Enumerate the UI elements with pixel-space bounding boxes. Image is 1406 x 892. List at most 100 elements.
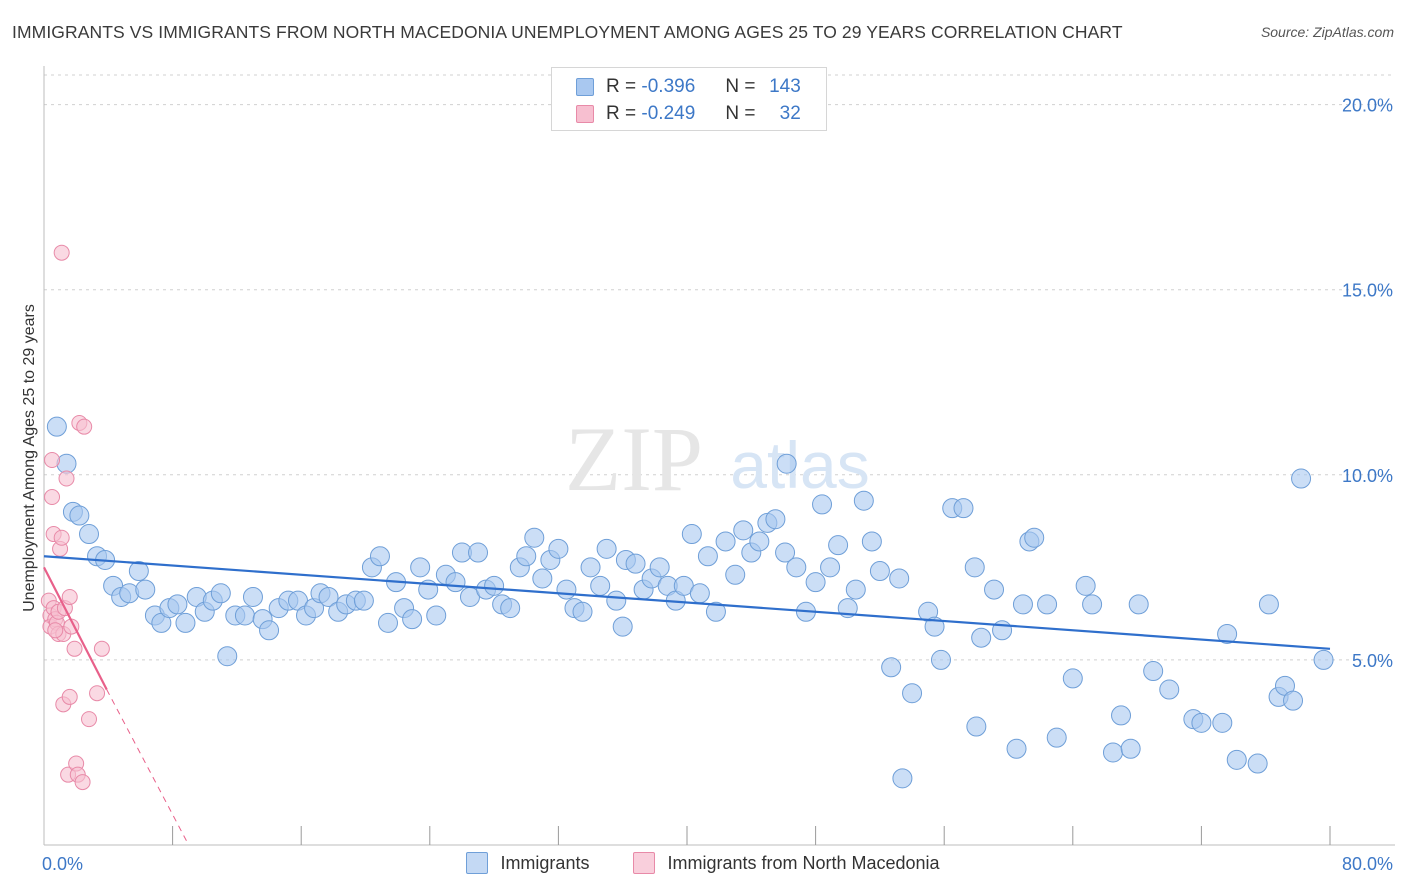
legend-n-value: 143 [769,76,801,97]
legend-r-label: R = [606,103,637,124]
immigrants-point [1128,594,1149,615]
immigrants-point [1012,594,1033,615]
immigrants-point [369,546,390,567]
immigrants-point [217,646,238,667]
immigrants-point [556,579,577,600]
data-points [40,244,1334,791]
immigrants-point [1062,668,1083,689]
immigrants-point [69,505,90,526]
y-tick-label: 5.0% [1352,651,1393,671]
immigrants-point [210,583,231,604]
immigrants-point [1247,753,1268,774]
immigrants-point [681,524,702,545]
immigrants-point [1120,738,1141,759]
immigrants-point [1102,742,1123,763]
legend-row-immigrants: R = -0.396 N = 143 [576,76,801,98]
immigrants-point [606,590,627,611]
immigrants-point [1143,661,1164,682]
immigrants-point [524,527,545,548]
immigrants-point [532,568,553,589]
immigrants-point [402,609,423,630]
north-macedonia-point [61,588,78,605]
series-swatch-blue [466,852,489,874]
immigrants-point [410,557,431,578]
series-legend-immigrants[interactable]: Immigrants [466,852,589,874]
immigrants-point [953,498,974,519]
watermark-zip: ZIP [565,408,703,510]
series-legend: Immigrants Immigrants from North Macedon… [0,852,1406,874]
north-macedonia-point [53,529,70,546]
north-macedonia-point [47,622,64,639]
legend-n-label: N = [725,103,756,124]
immigrants-point [861,531,882,552]
immigrants-point [1075,575,1096,596]
immigrants-point [733,520,754,541]
north-macedonia-trend-line [43,566,108,691]
immigrants-point [353,590,374,611]
series-swatch-pink [633,852,656,874]
axes [43,66,1395,846]
immigrants-point [1258,594,1279,615]
north-macedonia-point [81,711,98,728]
immigrants-point [1024,527,1045,548]
immigrants-point [426,605,447,626]
immigrants-point [1191,712,1212,733]
legend-r-value: -0.396 [641,76,696,97]
immigrants-point [749,531,770,552]
immigrants-point [1006,738,1027,759]
x-tick-label: 80.0% [1342,854,1393,874]
chart-title: IMMIGRANTS VS IMMIGRANTS FROM NORTH MACE… [12,22,1123,42]
immigrants-point [881,657,902,678]
immigrants-point [234,605,255,626]
immigrants-point [445,572,466,593]
immigrants-point [902,683,923,704]
immigrants-point [167,594,188,615]
immigrants-point [853,490,874,511]
immigrants-point [984,579,1005,600]
immigrants-point [649,557,670,578]
north-macedonia-point [76,418,93,435]
immigrants-point [612,616,633,637]
immigrants-point [128,561,149,582]
y-tick-label: 10.0% [1342,466,1393,486]
immigrants-point [548,538,569,559]
correlation-legend: R = -0.396 N = 143 R = -0.249 N = 32 [551,67,827,131]
immigrants-point [786,557,807,578]
immigrants-point [966,716,987,737]
immigrants-point [828,535,849,556]
north-macedonia-point [93,640,110,657]
immigrants-point [572,601,593,622]
immigrants-point [971,627,992,648]
series-legend-north-macedonia[interactable]: Immigrants from North Macedonia [633,852,940,874]
immigrants-trend-line [43,555,1331,650]
north-macedonia-point [61,688,78,705]
legend-row-north-macedonia: R = -0.249 N = 32 [576,103,801,125]
immigrants-point [1217,623,1238,644]
immigrants-point [175,612,196,633]
immigrants-point [1291,468,1312,489]
north-macedonia-point [53,244,70,261]
immigrants-point [775,542,796,563]
axis-ticks: 5.0% 10.0% 15.0% 20.0% 0.0% 80.0% [42,96,1393,874]
immigrants-point [625,553,646,574]
y-tick-label: 20.0% [1342,96,1393,116]
north-macedonia-trend-extension [106,689,190,846]
north-macedonia-point [44,489,61,506]
immigrants-point [924,616,945,637]
immigrants-point [1313,649,1334,670]
series-label-north-macedonia: Immigrants from North Macedonia [667,852,940,873]
grid-lines [44,74,1395,661]
immigrants-point [1283,690,1304,711]
x-tick-label: 0.0% [42,854,83,874]
legend-n-label: N = [725,76,756,97]
immigrants-point [1226,749,1247,770]
immigrants-point [725,564,746,585]
legend-n-value: 32 [779,103,801,124]
legend-swatch-blue [576,78,594,96]
immigrants-point [1212,712,1233,733]
trend-lines [43,555,1331,846]
source-label: Source: ZipAtlas.com [1260,24,1394,40]
north-macedonia-point [74,774,91,791]
immigrants-point [1111,705,1132,726]
immigrants-point [765,509,786,530]
